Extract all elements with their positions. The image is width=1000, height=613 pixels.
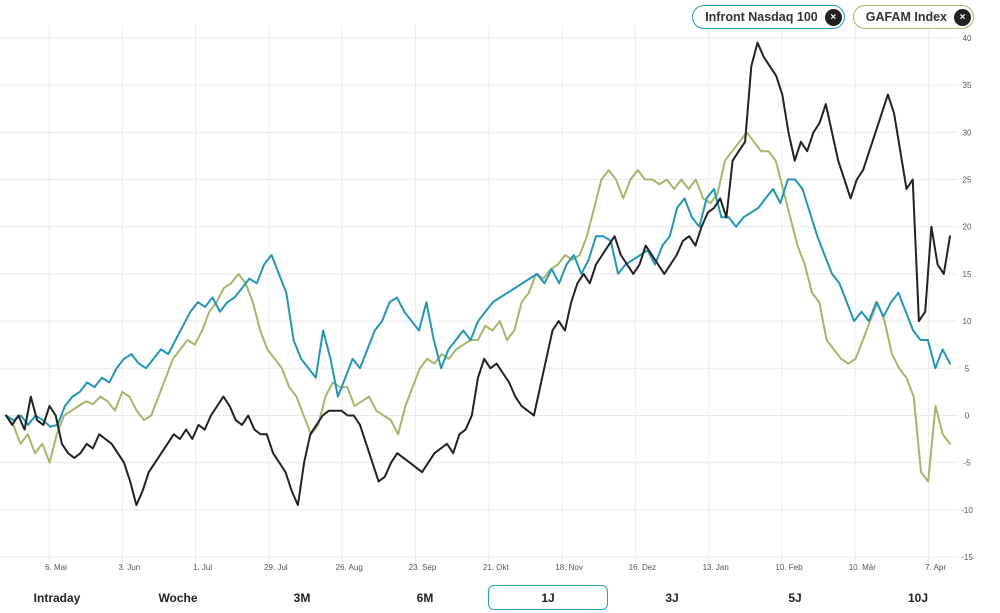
- x-tick-label: 21. Okt: [483, 563, 510, 572]
- range-button-3m[interactable]: 3M: [242, 585, 362, 610]
- y-tick-label: 15: [963, 270, 972, 279]
- x-tick-label: 16. Dez: [629, 563, 657, 572]
- x-tick-label: 29. Jul: [264, 563, 288, 572]
- range-button-intraday[interactable]: Intraday: [0, 585, 117, 610]
- y-axis-ticks: 40 35 30 25 20 15 10 5 0 -5 -10 -15: [961, 34, 973, 562]
- x-tick-label: 13. Jan: [703, 563, 729, 572]
- chart-series: [5, 41, 951, 507]
- x-axis-ticks: 6. Mai 3. Jun 1. Jul 29. Jul 26. Aug 23. Sep 2…: [45, 563, 946, 572]
- close-icon[interactable]: ×: [954, 8, 971, 26]
- y-tick-label: 5: [965, 364, 970, 373]
- x-tick-label: 18. Nov: [555, 563, 583, 572]
- line-chart: 6. Mai 3. Jun 1. Jul 29. Jul 26. Aug 23. Sep 2…: [0, 25, 973, 572]
- series-line-1: [5, 131, 951, 483]
- y-tick-label: 0: [965, 411, 970, 420]
- legend-label-gafam: GAFAM Index: [865, 10, 947, 24]
- y-tick-label: 20: [963, 223, 972, 232]
- y-tick-label: 25: [963, 176, 972, 185]
- x-tick-label: 23. Sep: [409, 563, 437, 572]
- x-tick-label: 10. Feb: [775, 563, 803, 572]
- range-button-3j[interactable]: 3J: [612, 585, 732, 610]
- close-icon[interactable]: ×: [824, 8, 842, 26]
- legend-chip-gafam[interactable]: GAFAM Index ×: [852, 5, 974, 29]
- x-tick-label: 3. Jun: [118, 563, 140, 572]
- y-tick-label: -5: [963, 459, 971, 468]
- y-tick-label: 30: [963, 128, 972, 137]
- legend: Infront Nasdaq 100 × GAFAM Index ×: [692, 5, 974, 29]
- y-tick-label: 40: [963, 34, 972, 43]
- range-button-woche[interactable]: Woche: [118, 585, 238, 610]
- y-tick-label: 35: [963, 81, 972, 90]
- y-tick-label: 10: [963, 317, 972, 326]
- range-button-5j[interactable]: 5J: [735, 585, 855, 610]
- y-tick-label: -10: [961, 506, 973, 515]
- x-tick-label: 26. Aug: [336, 563, 363, 572]
- legend-label-nasdaq: Infront Nasdaq 100: [705, 10, 818, 24]
- series-line-2: [5, 41, 951, 507]
- chart-grid: [0, 25, 958, 563]
- legend-chip-nasdaq[interactable]: Infront Nasdaq 100 ×: [692, 5, 845, 29]
- y-tick-label: -15: [961, 553, 973, 562]
- x-tick-label: 1. Jul: [193, 563, 212, 572]
- series-line-0: [5, 178, 951, 428]
- range-button-1j[interactable]: 1J: [488, 585, 608, 610]
- x-tick-label: 6. Mai: [45, 563, 67, 572]
- range-button-6m[interactable]: 6M: [365, 585, 485, 610]
- range-selector: Intraday Woche 3M 6M 1J 3J 5J 10J: [0, 583, 1000, 613]
- x-tick-label: 7. Apr: [925, 563, 946, 572]
- range-button-10j[interactable]: 10J: [858, 585, 978, 610]
- x-tick-label: 10. Mär: [849, 563, 876, 572]
